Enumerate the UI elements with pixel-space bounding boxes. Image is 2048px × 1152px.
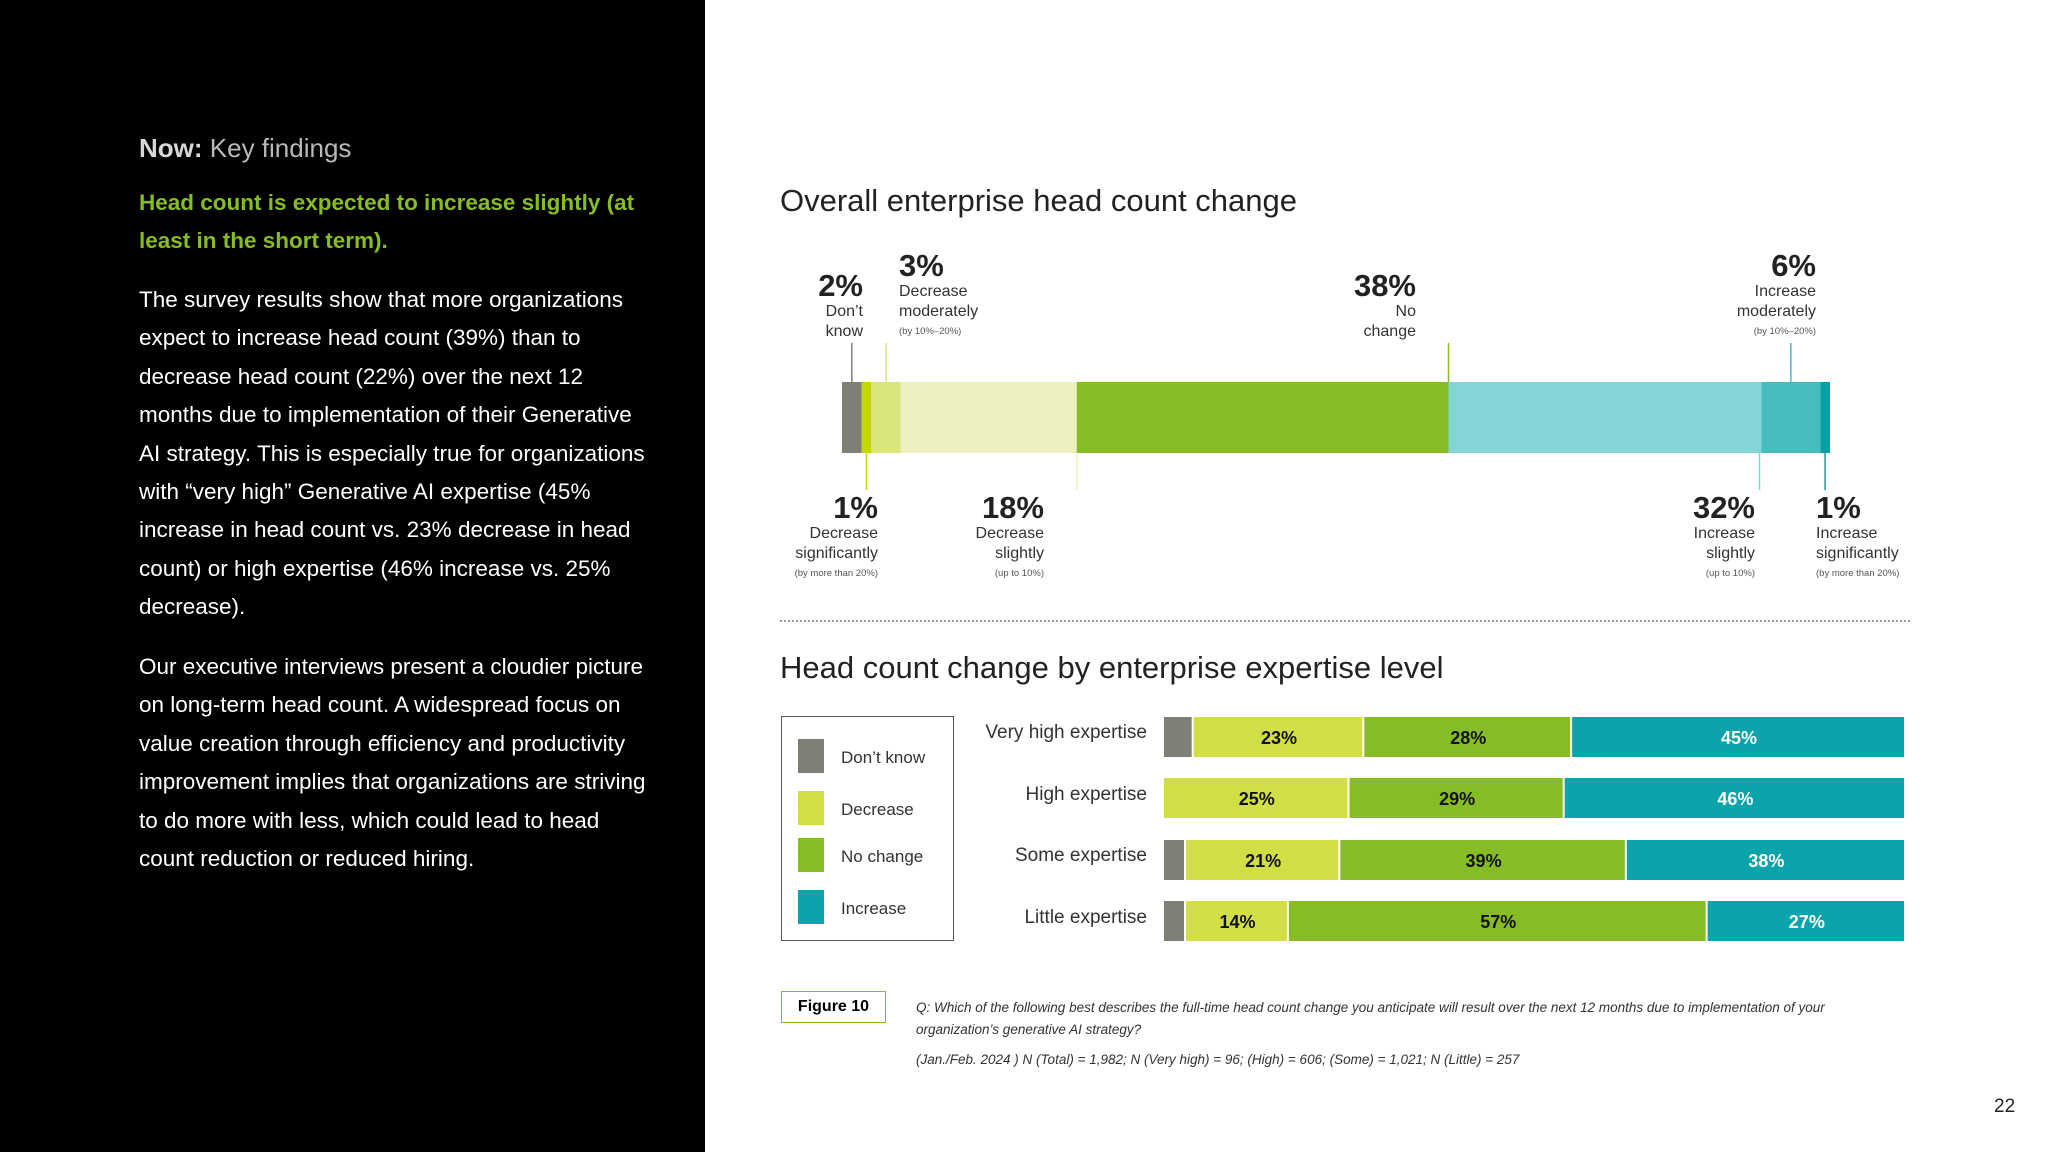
expertise-bar-segment bbox=[1164, 840, 1185, 880]
label-dont-know: 2% Don’t know bbox=[818, 268, 863, 341]
label-decrease-slightly: 18% Decrease slightly (up to 10%) bbox=[975, 490, 1044, 580]
headline: Head count is expected to increase sligh… bbox=[139, 190, 635, 253]
expertise-bar-segment bbox=[1349, 778, 1563, 818]
bar-value-label: 27% bbox=[1789, 912, 1825, 932]
overall-bar-segment bbox=[842, 382, 862, 453]
expertise-bar-segment bbox=[1186, 840, 1339, 880]
expertise-bar-segment bbox=[1193, 717, 1363, 757]
expertise-bar-segment bbox=[1340, 840, 1625, 880]
label-increase-slightly: 32% Increase slightly (up to 10%) bbox=[1692, 490, 1755, 580]
legend-swatch bbox=[798, 890, 824, 924]
bar-value-label: 45% bbox=[1721, 728, 1757, 748]
expertise-bar-segment bbox=[1572, 717, 1904, 757]
expertise-bar-segment bbox=[1288, 901, 1706, 941]
legend-item-increase: Increase bbox=[798, 890, 948, 924]
bar-value-label: 46% bbox=[1717, 789, 1753, 809]
legend-swatch bbox=[798, 739, 824, 773]
expertise-bar-segment bbox=[1626, 840, 1904, 880]
expertise-bar-segment bbox=[1364, 717, 1571, 757]
section-divider bbox=[780, 620, 1910, 622]
bar-value-label: 25% bbox=[1239, 789, 1275, 809]
page-number: 22 bbox=[1994, 1096, 2016, 1117]
row-labels: Very high expertise High expertise Some … bbox=[950, 0, 1147, 1152]
bar-value-label: 23% bbox=[1261, 728, 1297, 748]
legend-item-decrease: Decrease bbox=[798, 791, 948, 825]
label-decrease-moderately: 3% Decrease moderately (by 10%–20%) bbox=[899, 248, 979, 338]
legend-item-dont-know: Don’t know bbox=[798, 739, 948, 773]
overall-bar-segment bbox=[1820, 382, 1830, 453]
bar-value-label: 57% bbox=[1480, 912, 1516, 932]
overall-bar-segment bbox=[871, 382, 901, 453]
expertise-bar-segment bbox=[1186, 901, 1287, 941]
label-increase-significantly: 1% Increase significantly (by more than … bbox=[1816, 490, 1900, 580]
expertise-bar-segment bbox=[1164, 901, 1185, 941]
sample-size-note: (Jan./Feb. 2024 ) N (Total) = 1,982; N (… bbox=[916, 1052, 1520, 1067]
body-paragraph-1: The survey results show that more organi… bbox=[139, 287, 645, 620]
row-label-little: Little expertise bbox=[1024, 907, 1147, 928]
label-no-change: 38% No change bbox=[1353, 268, 1416, 341]
overall-bar-segment bbox=[1761, 382, 1821, 453]
expertise-bar-segment bbox=[1164, 717, 1192, 757]
figure-label: Figure 10 bbox=[781, 991, 886, 1023]
label-increase-moderately: 6% Increase moderately (by 10%–20%) bbox=[1736, 248, 1816, 338]
bar-value-label: 21% bbox=[1245, 851, 1281, 871]
left-panel: Now: Key findings Head count is expected… bbox=[0, 0, 705, 1152]
row-label-some: Some expertise bbox=[1014, 845, 1147, 866]
legend: Don’t know Decrease No change Increase bbox=[781, 716, 954, 941]
overall-bar-segment bbox=[1076, 382, 1449, 453]
expertise-bar-segment bbox=[1164, 778, 1348, 818]
row-label-high: High expertise bbox=[1025, 784, 1147, 805]
legend-item-no-change: No change bbox=[798, 838, 948, 872]
label-decrease-significantly: 1% Decrease significantly (by more than … bbox=[794, 490, 878, 580]
expertise-bar-segment bbox=[1707, 901, 1904, 941]
bar-value-label: 29% bbox=[1439, 789, 1475, 809]
expertise-chart-title: Head count change by enterprise expertis… bbox=[780, 650, 1444, 685]
section-kicker: Now: Key findings bbox=[139, 133, 352, 163]
overall-chart-title: Overall enterprise head count change bbox=[780, 183, 1297, 218]
expertise-bar-segment bbox=[1564, 778, 1904, 818]
legend-swatch bbox=[798, 838, 824, 872]
overall-bar-segment bbox=[1448, 382, 1762, 453]
legend-swatch bbox=[798, 791, 824, 825]
overall-bar-segment bbox=[861, 382, 872, 453]
row-label-very-high: Very high expertise bbox=[985, 722, 1147, 743]
bar-value-label: 38% bbox=[1748, 851, 1784, 871]
survey-question: Q: Which of the following best describes… bbox=[916, 1000, 1825, 1037]
bar-value-label: 14% bbox=[1219, 912, 1255, 932]
bar-value-label: 39% bbox=[1466, 851, 1502, 871]
overall-bar-segment bbox=[900, 382, 1077, 453]
body-paragraph-2: Our executive interviews present a cloud… bbox=[139, 654, 646, 872]
bar-value-label: 28% bbox=[1450, 728, 1486, 748]
